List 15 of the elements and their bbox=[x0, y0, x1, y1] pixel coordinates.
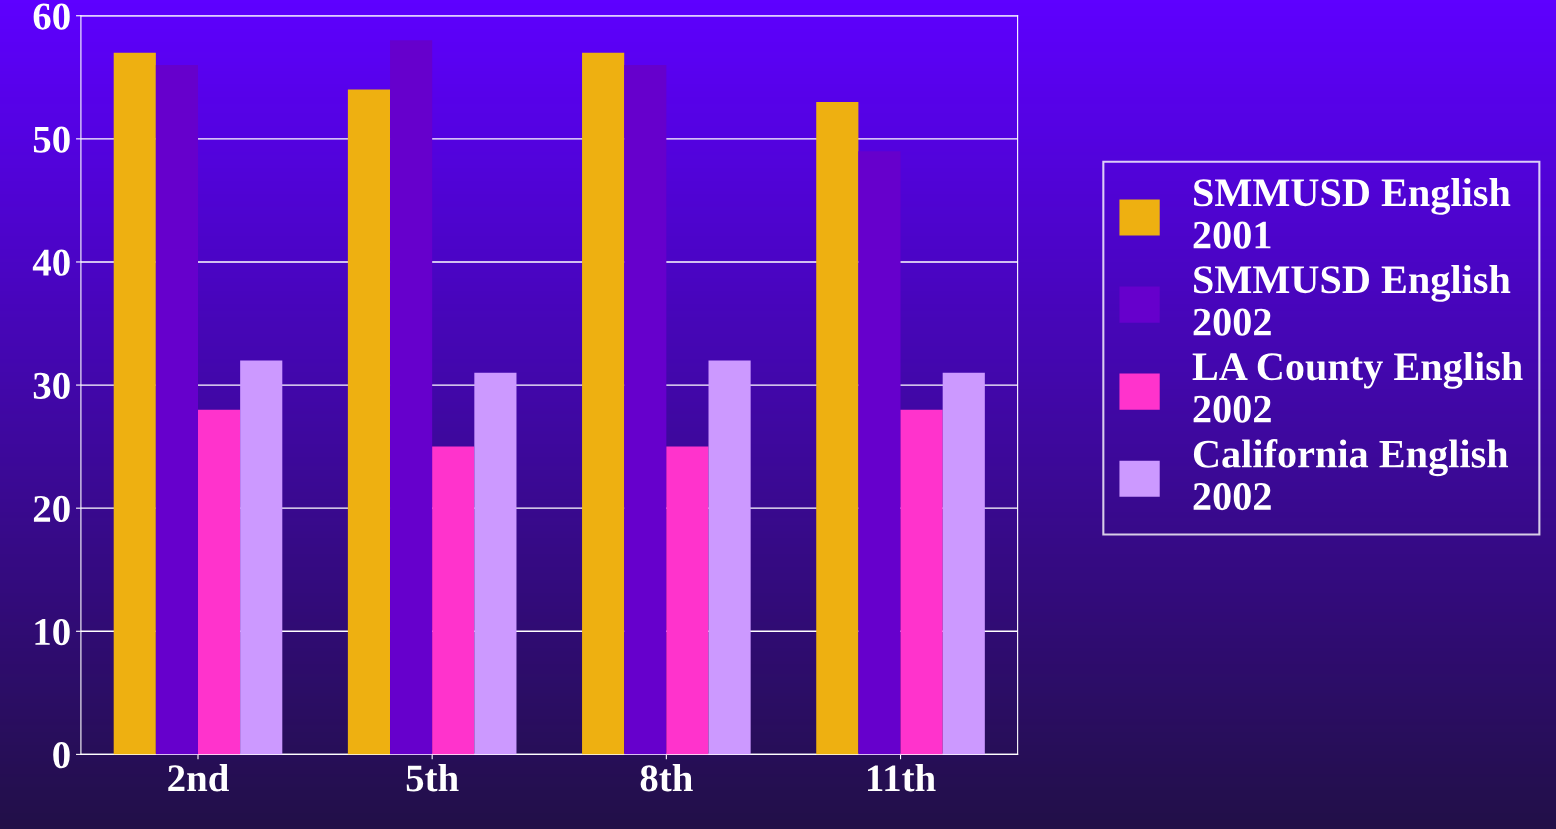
y-tick-label: 30 bbox=[33, 372, 70, 399]
x-tick-label: 2nd bbox=[168, 764, 229, 792]
legend-label: SMMUSD English 2001 bbox=[1193, 177, 1511, 249]
y-tick-label: 0 bbox=[53, 742, 70, 769]
y-tick-label: 60 bbox=[33, 3, 70, 30]
y-tick-label: 40 bbox=[32, 249, 70, 276]
legend-label: California English 2002 bbox=[1193, 438, 1509, 511]
legend-label: SMMUSD English 2002 bbox=[1193, 264, 1511, 336]
legend-label: LA County English 2002 bbox=[1192, 351, 1523, 423]
x-tick-label: 8th bbox=[640, 764, 693, 792]
x-tick-label: 11th bbox=[867, 764, 936, 792]
y-tick-label: 20 bbox=[33, 495, 70, 523]
y-tick-label: 10 bbox=[35, 618, 70, 646]
x-tick-label: 5th bbox=[406, 764, 459, 792]
y-tick-label: 50 bbox=[33, 126, 70, 153]
